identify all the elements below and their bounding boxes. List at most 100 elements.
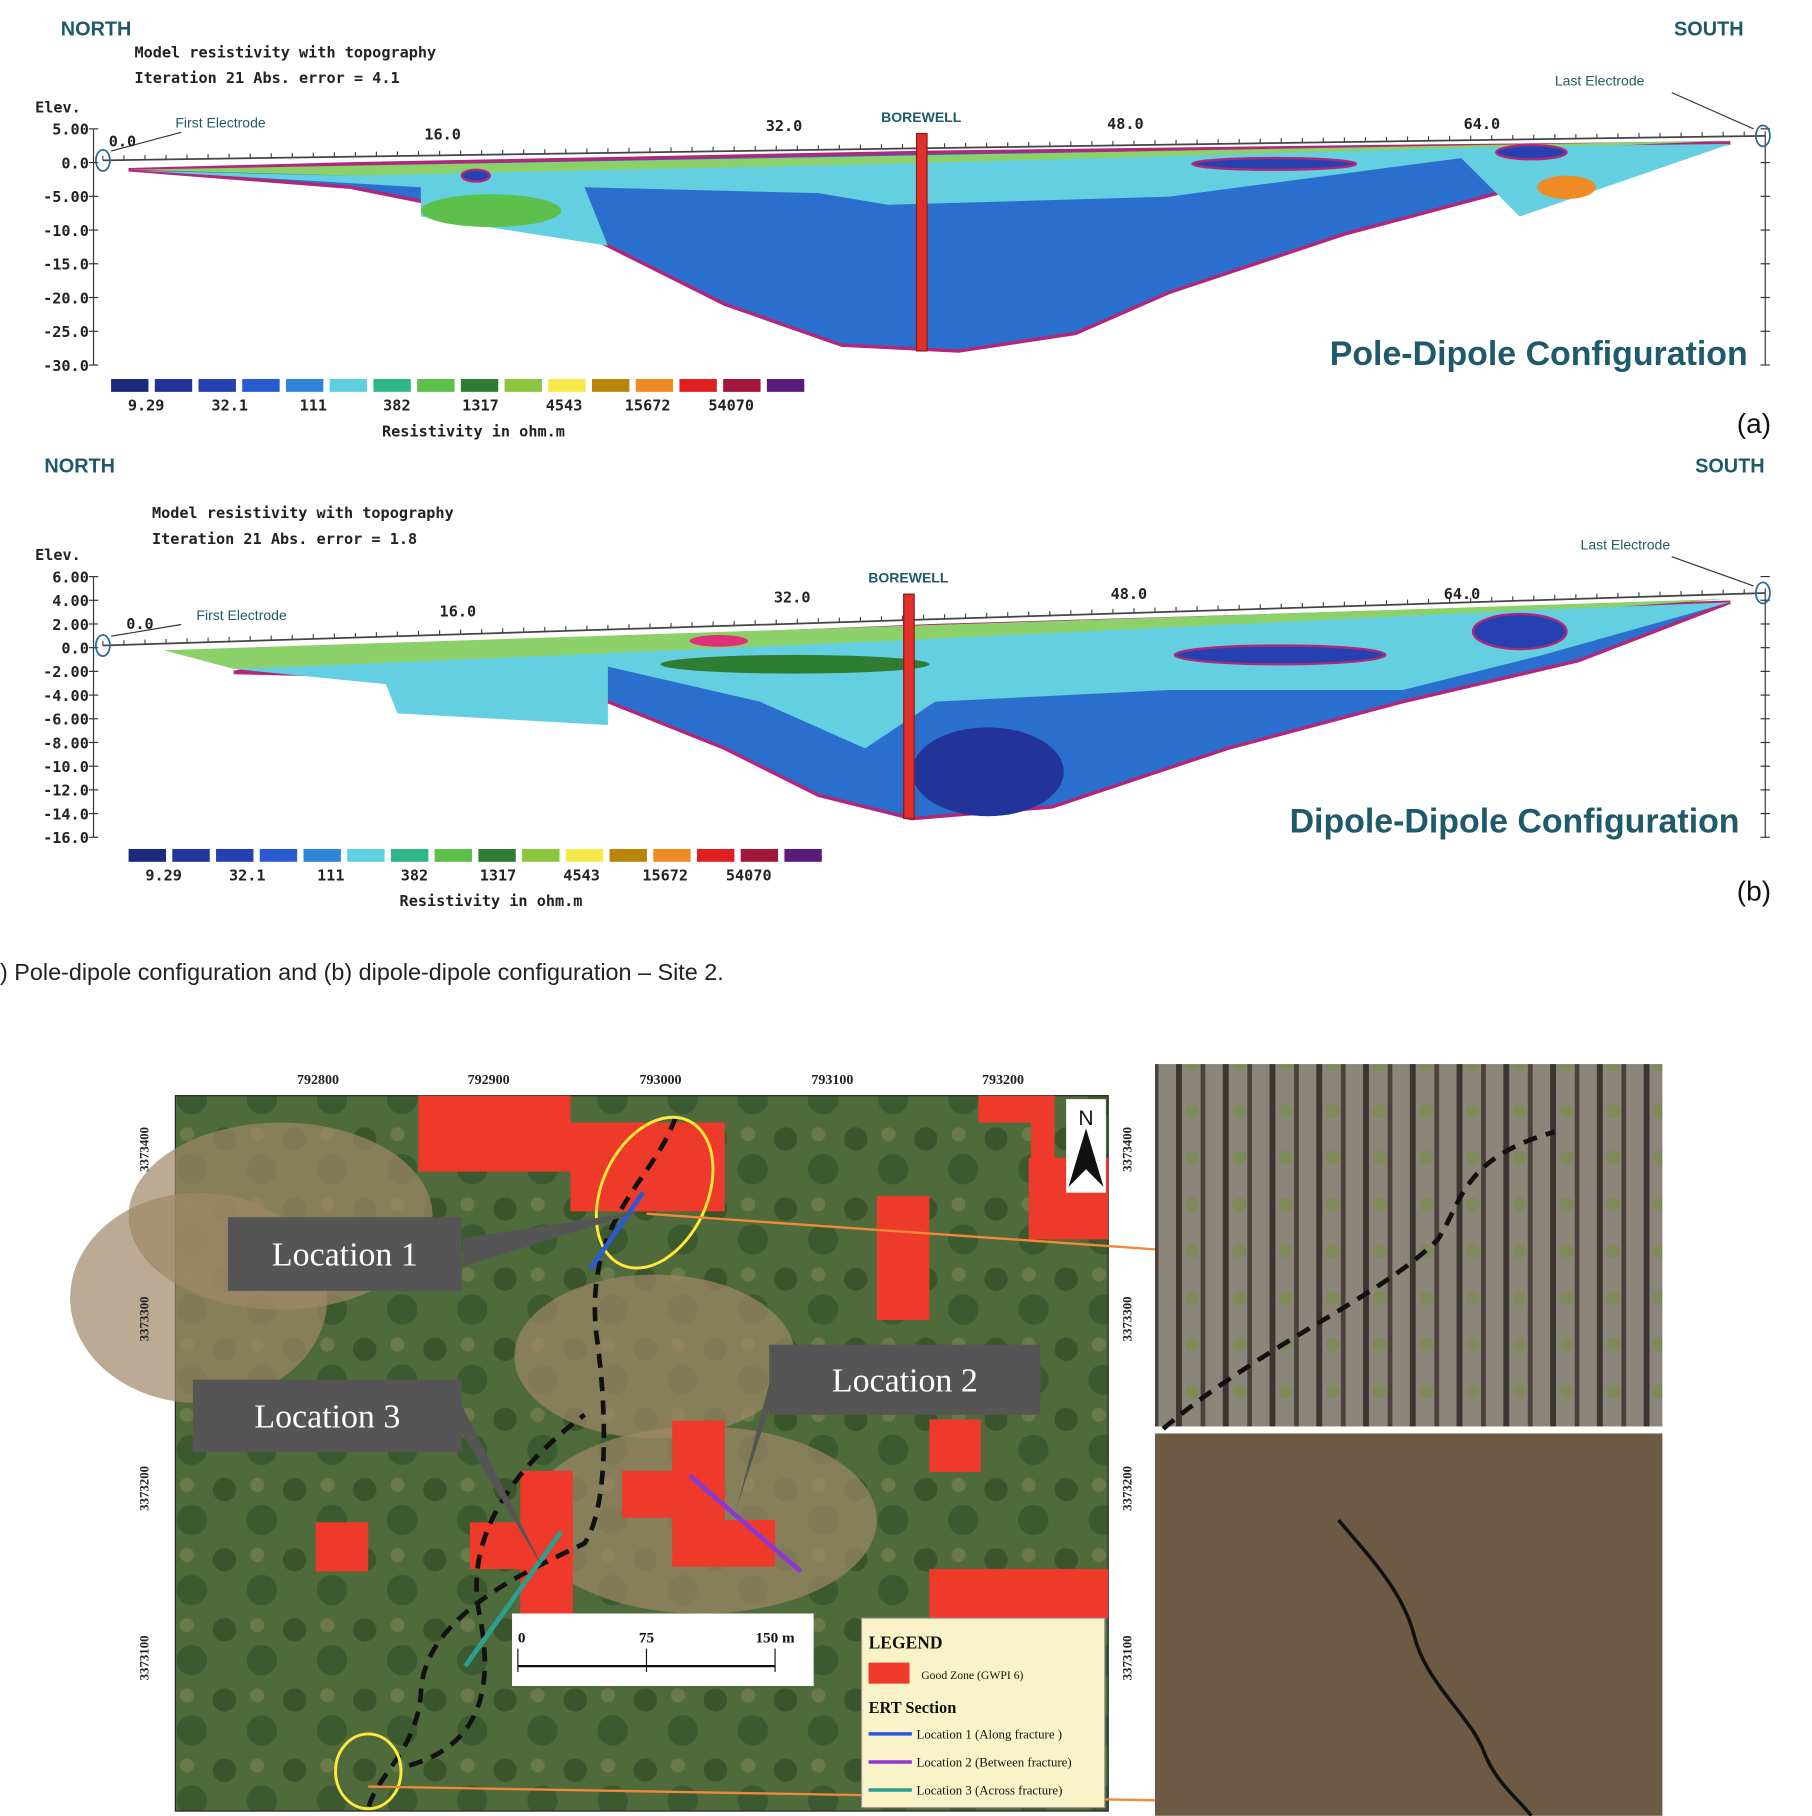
good-zone: [672, 1420, 725, 1520]
color-swatch: [504, 379, 542, 392]
panel-b: NORTH SOUTH Model resistivity with topogra…: [35, 456, 1771, 911]
scale-label: 32.1: [211, 397, 248, 415]
scale-label: 1317: [462, 397, 499, 415]
color-swatch: [111, 379, 149, 392]
x-coordinate: 793000: [639, 1073, 681, 1088]
scale-bar-box: [512, 1613, 814, 1686]
last-electrode-marker: [1755, 124, 1771, 148]
color-swatch: [522, 848, 560, 862]
elev-tick-label: -15.0: [43, 256, 89, 274]
ert-line-3: [463, 1530, 564, 1668]
first-electrode-marker: [94, 634, 111, 657]
scale-label: 111: [300, 397, 327, 415]
panel-tag: (a): [1737, 408, 1771, 439]
x-coordinate: 793100: [811, 1073, 853, 1088]
iteration: Iteration 21 Abs. error = 4.1: [134, 69, 399, 87]
color-swatch: [198, 379, 236, 392]
section-top: [128, 140, 1731, 178]
scale-title: Resistivity in ohm.m: [400, 892, 583, 910]
good-zone: [672, 1519, 776, 1567]
elev-tick-label: -25.0: [43, 323, 89, 341]
scale-label: 4543: [546, 397, 583, 415]
legend-ert: ERT Section: [869, 1698, 957, 1717]
y-coordinate: 3373200: [137, 1466, 151, 1511]
color-swatch: [548, 379, 586, 392]
color-swatch: [609, 848, 647, 862]
scale-label: 382: [401, 867, 428, 885]
color-swatch: [653, 848, 691, 862]
x-tick-label: 16.0: [440, 602, 477, 620]
borewell-label: BOREWELL: [868, 569, 949, 585]
color-swatch: [591, 379, 630, 392]
legend-item: Location 3 (Across fracture): [917, 1784, 1063, 1798]
x-tick-label: 48.0: [1107, 115, 1144, 133]
good-zone: [929, 1569, 1109, 1619]
legend-item: Location 2 (Between fracture): [917, 1756, 1072, 1770]
x-tick-label: 16.0: [424, 125, 461, 143]
x-tick-label: 64.0: [1464, 115, 1501, 133]
south-label: SOUTH: [1695, 456, 1765, 478]
x-tick-label: 0.0: [126, 615, 153, 633]
elev-tick-label: -10.0: [43, 758, 89, 776]
resistivity-zone: [660, 654, 930, 674]
scale-label: 9.29: [145, 867, 182, 885]
color-swatch: [766, 379, 805, 392]
y-coordinate: 3373300: [1121, 1296, 1135, 1341]
north-label: N: [1078, 1107, 1093, 1130]
last-electrode: Last Electrode: [1555, 73, 1645, 89]
callout-box: [769, 1344, 1041, 1415]
color-swatch: [740, 848, 779, 862]
scale-label: 15672: [642, 867, 688, 885]
elev-tick-label: -6.00: [43, 711, 89, 729]
y-coordinate: 3373100: [137, 1635, 151, 1680]
good-zone: [978, 1095, 1032, 1123]
photo-fracture: [1337, 1518, 1533, 1816]
color-swatch: [696, 848, 735, 862]
x-coordinate: 793200: [982, 1073, 1024, 1088]
elev-tick-label: -14.0: [43, 805, 89, 823]
color-swatch: [303, 848, 341, 862]
y-coordinate: 3373100: [1121, 1635, 1135, 1680]
color-swatch: [259, 848, 298, 862]
elev-tick-label: -8.00: [43, 734, 89, 752]
scale-label: 382: [383, 397, 410, 415]
resistivity-zone: [1191, 156, 1358, 171]
borewell: [915, 132, 928, 352]
elev-tick-label: 0.0: [61, 640, 88, 658]
configuration-title: Pole-Dipole Configuration: [1330, 335, 1748, 373]
scale-label: 54070: [708, 397, 754, 415]
good-zone: [418, 1095, 571, 1172]
resistivity-zone: [420, 194, 562, 228]
callout-pointer: [459, 1400, 544, 1570]
resistivity-zone: [1537, 175, 1596, 199]
terrain-patch: [514, 1274, 795, 1439]
callout-label: Location 1: [272, 1237, 418, 1274]
location-circle: [594, 1115, 715, 1270]
legend-item: Location 1 (Along fracture ): [917, 1728, 1063, 1742]
borewell: [903, 593, 915, 820]
scale-label: 111: [317, 867, 344, 885]
legend-box: [860, 1617, 1106, 1809]
resistivity-zone: [1471, 612, 1568, 651]
scale-title: Resistivity in ohm.m: [382, 422, 565, 440]
elev-tick-label: 5.00: [52, 121, 89, 139]
resistivity-zone: [911, 727, 1064, 817]
topography: [102, 134, 1766, 162]
scale-label: 4543: [563, 867, 600, 885]
color-swatch: [172, 848, 210, 862]
photo-fracture: [1161, 1129, 1556, 1431]
first-electrode: First Electrode: [175, 115, 266, 131]
topography: [102, 592, 1766, 647]
good-zone: [876, 1196, 930, 1321]
ert-line-1: [588, 1191, 645, 1270]
field-photo-1: [1155, 1064, 1663, 1427]
resistivity-zone: [1173, 644, 1387, 666]
model-title: Model resistivity with topography: [134, 44, 436, 62]
elev-tick-label: -5.00: [43, 188, 89, 206]
y-coordinate: 3373300: [137, 1296, 151, 1341]
x-coordinate: 792800: [297, 1073, 339, 1088]
y-coordinate: 3373400: [137, 1127, 151, 1172]
color-swatch: [373, 379, 411, 392]
x-tick-label: 32.0: [774, 588, 811, 606]
